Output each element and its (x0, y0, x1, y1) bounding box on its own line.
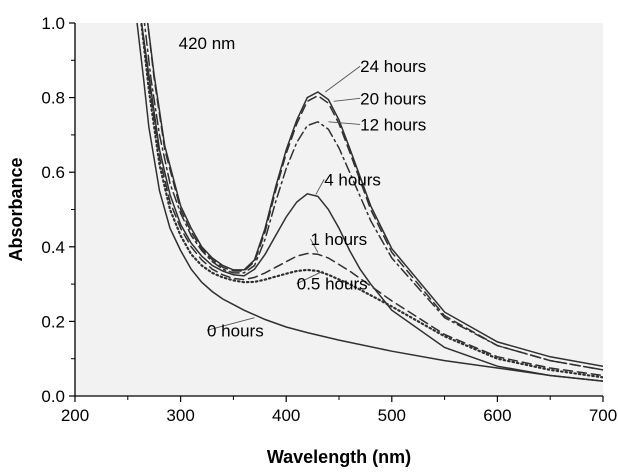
y-tick-label: 0.4 (41, 238, 65, 257)
x-tick-label: 400 (272, 406, 300, 425)
y-tick-label: 0.0 (41, 387, 65, 406)
series-layer (136, 23, 603, 382)
leader-line (328, 121, 361, 125)
leader-line (315, 179, 325, 195)
leader-line (206, 317, 255, 331)
series-label: 0 hours (207, 321, 264, 340)
tick-labels: 0.0 0.2 0.4 0.6 0.8 1.0 200 300 400 500 600 700 (41, 14, 617, 425)
peak-annotation: 420 nm (179, 34, 236, 53)
series-label: 1 hours (310, 230, 367, 249)
leader-line (296, 270, 324, 285)
leader-line (325, 65, 361, 93)
y-tick-label: 1.0 (41, 14, 65, 33)
leader-lines (206, 65, 361, 331)
x-axis-title: Wavelength (nm) (267, 447, 411, 467)
series-label: 20 hours (360, 89, 426, 108)
series-line-20-hours (146, 23, 603, 371)
plot-background (75, 23, 603, 396)
series-label: 0.5 hours (297, 275, 368, 294)
x-tick-label: 600 (483, 406, 511, 425)
series-label: 24 hours (360, 57, 426, 76)
leader-line (333, 97, 361, 102)
x-tick-label: 300 (166, 406, 194, 425)
leader-line (310, 238, 319, 253)
series-line-0-5-hours (140, 23, 603, 379)
series-line-4-hours (140, 23, 603, 382)
axes (69, 22, 604, 402)
series-line-12-hours (143, 23, 603, 371)
y-tick-label: 0.8 (41, 89, 65, 108)
series-label: 12 hours (360, 115, 426, 134)
x-tick-label: 500 (378, 406, 406, 425)
series-line-24-hours (146, 23, 603, 367)
x-tick-label: 200 (61, 406, 89, 425)
series-line-0-hours (136, 23, 603, 382)
series-label: 4 hours (324, 170, 381, 189)
y-tick-label: 0.6 (41, 163, 65, 182)
series-labels: 24 hours 20 hours 12 hours 4 hours 1 hours 0.… (207, 57, 426, 340)
x-tick-label: 700 (589, 406, 617, 425)
series-line-1-hours (140, 23, 603, 377)
y-axis-title: Absorbance (6, 157, 26, 261)
y-tick-label: 0.2 (41, 312, 65, 331)
